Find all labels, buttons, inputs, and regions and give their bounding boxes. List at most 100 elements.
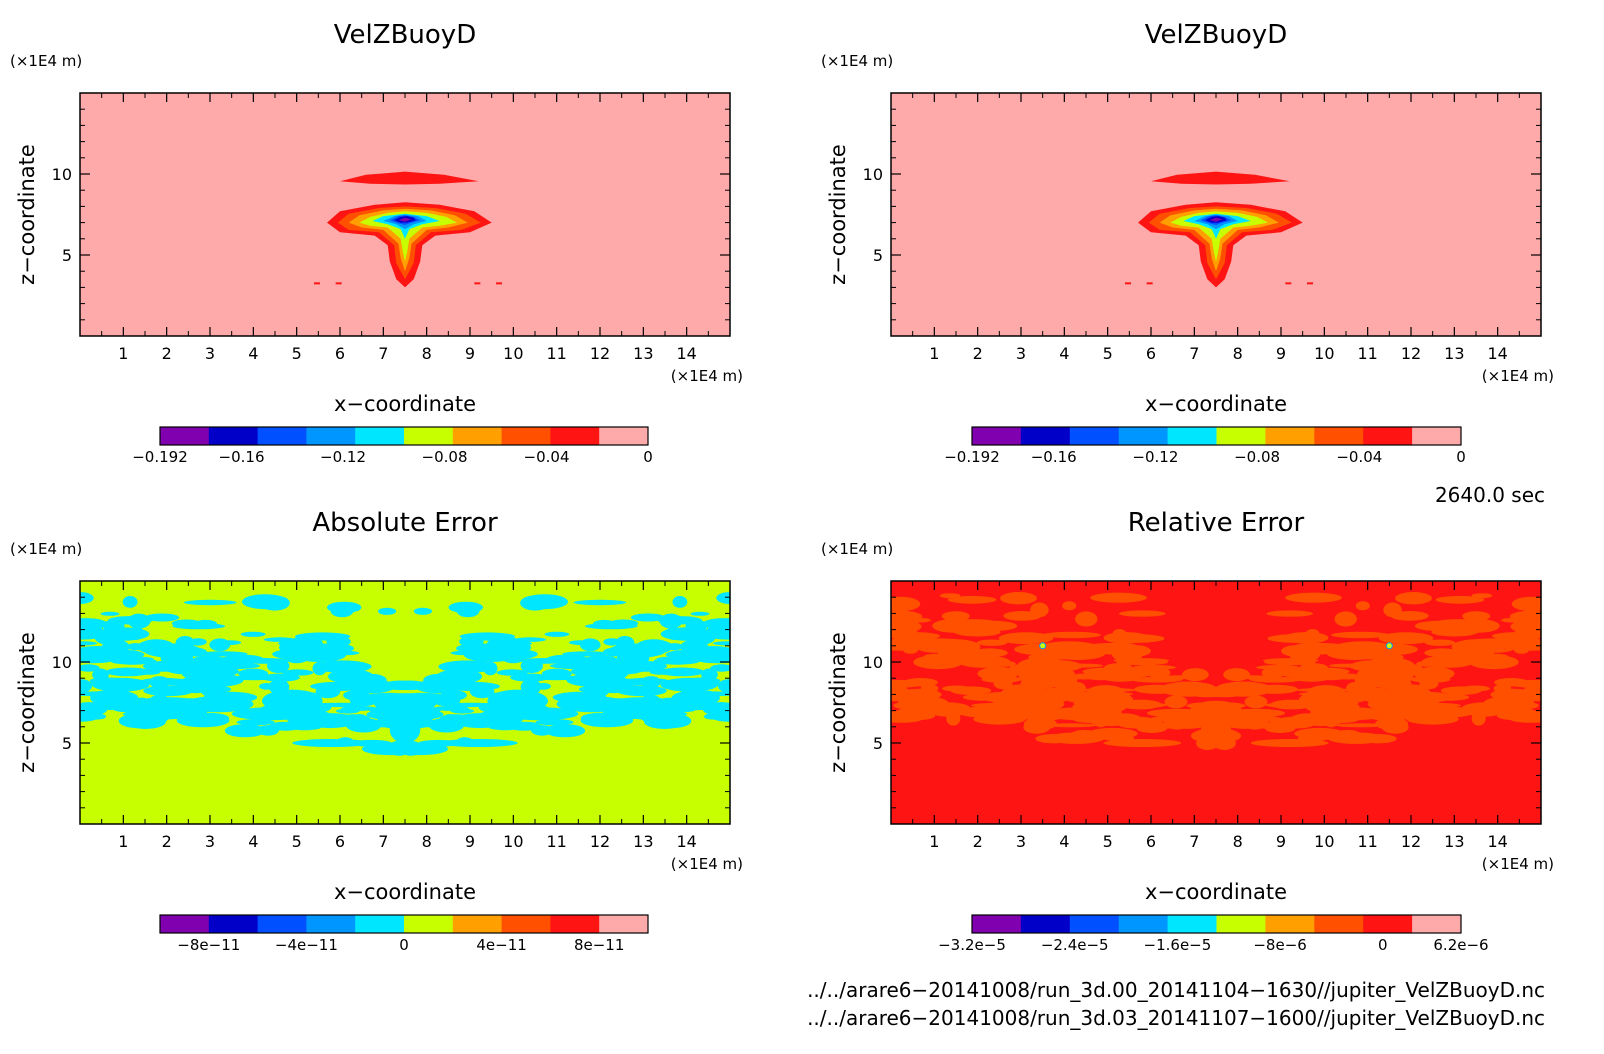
error-patch xyxy=(1266,610,1313,617)
error-patch xyxy=(998,632,1054,645)
error-patch xyxy=(1347,734,1381,739)
colorbar-frame xyxy=(159,426,649,446)
colorbar-swatch xyxy=(1363,427,1413,445)
error-patch xyxy=(143,660,192,672)
x-tick-label: 9 xyxy=(1276,832,1286,851)
error-patch xyxy=(660,677,718,692)
error-patch xyxy=(1367,696,1438,713)
panel-2: VelZBuoyD(×1E4 m)1 2 3 4 5 6 7 8 9 10 11 12 13 14510(… xyxy=(821,20,1554,466)
error-patch xyxy=(1252,684,1298,694)
y-tick-label: 10 xyxy=(52,165,72,184)
error-patch xyxy=(1100,672,1141,682)
colorbar: −0.192 −0.16 −0.12 −0.08 −0.04 0 xyxy=(944,426,1466,466)
error-patch xyxy=(701,668,718,681)
y-axis-label: z−coordinate xyxy=(15,632,39,773)
error-patch xyxy=(92,668,109,681)
colorbar: −8e−11 −4e−11 0 4e−11 8e−11 xyxy=(159,914,649,954)
colorbar-tick-label: −0.04 xyxy=(524,448,570,466)
error-patch xyxy=(197,651,248,657)
colorbar-frame xyxy=(159,914,649,934)
error-patch xyxy=(326,636,351,647)
error-patch xyxy=(717,679,730,693)
error-patch xyxy=(1042,631,1101,639)
error-patch xyxy=(1190,700,1242,721)
colorbar-tick-label: −0.08 xyxy=(1234,448,1280,466)
error-patch xyxy=(1265,724,1296,733)
file-path-1: ../../arare6−20141008/run_3d.00_20141104… xyxy=(807,978,1545,1002)
error-patch xyxy=(971,648,1008,658)
colorbar-swatch xyxy=(257,427,307,445)
x-tick-label: 8 xyxy=(422,344,432,363)
error-patch xyxy=(962,693,1003,701)
error-patch xyxy=(432,695,461,707)
colorbar-swatch xyxy=(550,915,600,933)
error-patch xyxy=(681,685,704,701)
error-patch xyxy=(919,659,961,664)
error-patch xyxy=(149,676,170,688)
error-patch xyxy=(1164,695,1188,709)
error-patch xyxy=(96,698,131,705)
error-patch xyxy=(941,611,970,621)
error-patch xyxy=(80,618,108,630)
colorbar: −0.192 −0.16 −0.12 −0.08 −0.04 0 xyxy=(132,426,653,466)
error-patch xyxy=(80,708,102,722)
colorbar-tick-label: −8e−11 xyxy=(177,936,240,954)
error-patch xyxy=(659,667,705,677)
x-tick-label: 14 xyxy=(676,344,696,363)
x-tick-label: 7 xyxy=(378,344,388,363)
x-tick-label: 11 xyxy=(546,832,566,851)
error-patch xyxy=(184,696,254,713)
error-patch xyxy=(544,631,570,637)
error-patch xyxy=(1299,663,1329,673)
error-patch xyxy=(891,636,929,650)
error-patch xyxy=(1003,611,1042,621)
error-patch xyxy=(138,707,182,716)
error-patch xyxy=(386,695,432,703)
x-tick-label: 13 xyxy=(1444,344,1464,363)
colorbar-tick-label: −0.12 xyxy=(320,448,366,466)
error-patch xyxy=(1471,593,1493,599)
colorbar-swatch xyxy=(1265,427,1315,445)
error-patch xyxy=(994,696,1065,713)
x-tick-label: 14 xyxy=(1487,832,1507,851)
error-patch xyxy=(932,619,974,633)
colorbar-swatch xyxy=(1167,915,1217,933)
error-patch xyxy=(1424,639,1456,646)
colorbar-swatch xyxy=(1118,427,1169,445)
error-patch xyxy=(1333,673,1363,680)
colorbar-swatch xyxy=(1020,427,1071,445)
error-patch xyxy=(282,669,314,676)
error-patch xyxy=(1458,619,1500,633)
error-patch xyxy=(1069,673,1099,680)
error-patch xyxy=(705,628,730,640)
contour-fragment xyxy=(1146,282,1153,285)
error-patch xyxy=(1422,655,1475,668)
error-patch xyxy=(1527,684,1541,699)
error-patch xyxy=(630,613,666,622)
colorbar-tick-label: 4e−11 xyxy=(476,936,526,954)
error-patch xyxy=(413,607,432,615)
x-tick-label: 11 xyxy=(546,344,566,363)
error-patch xyxy=(1510,701,1539,710)
error-patch xyxy=(444,714,458,719)
error-patch xyxy=(438,660,497,673)
error-patch xyxy=(960,709,998,715)
error-patch xyxy=(1311,707,1390,721)
error-patch xyxy=(1298,689,1359,713)
error-patch xyxy=(564,657,600,668)
error-patch xyxy=(1285,592,1342,603)
y-axis-label: z−coordinate xyxy=(15,144,39,285)
error-patch xyxy=(216,640,242,645)
contour-fragment xyxy=(1307,282,1313,285)
y-tick-label: 10 xyxy=(863,165,883,184)
error-patch xyxy=(231,707,310,721)
error-patch xyxy=(1435,595,1485,604)
error-patch xyxy=(1410,676,1451,683)
colorbar-swatch xyxy=(208,427,259,445)
colorbar-tick-label: −0.192 xyxy=(944,448,1000,466)
error-patch xyxy=(521,594,569,610)
error-patch xyxy=(80,641,98,646)
error-patch xyxy=(496,669,528,676)
error-patch xyxy=(680,639,706,655)
error-patch xyxy=(349,695,378,707)
